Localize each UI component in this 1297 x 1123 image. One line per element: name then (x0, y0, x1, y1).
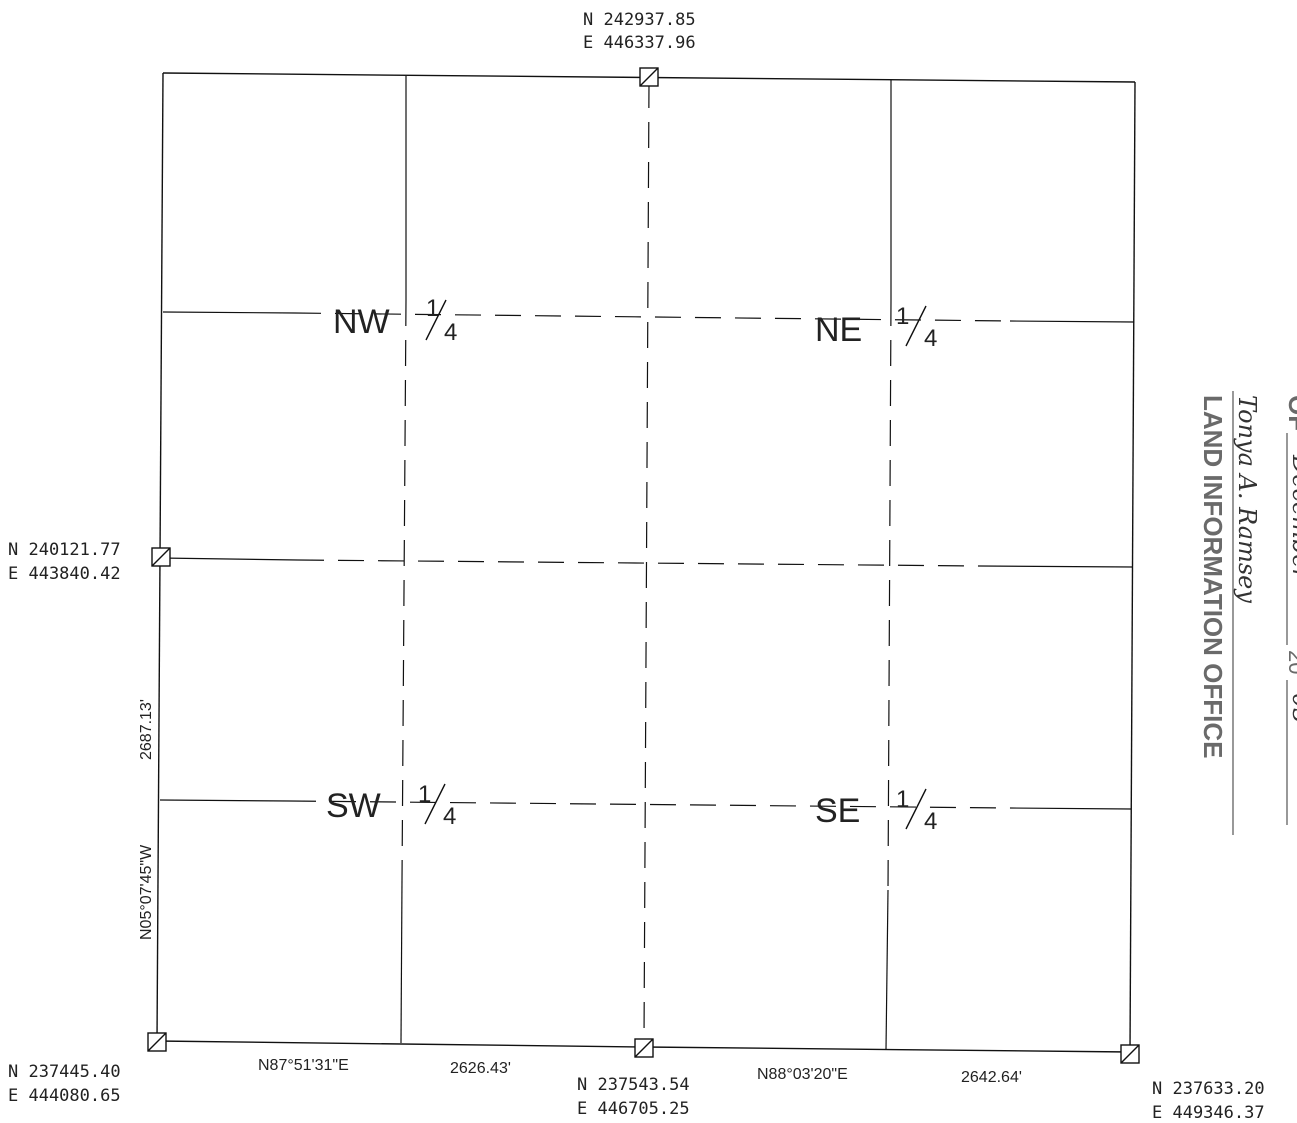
west-bearing-label: N05°07'45"W (138, 844, 155, 940)
quarter-ne-slash (905, 305, 927, 347)
quarter-se-text: SE (815, 792, 860, 830)
coord-bottom-right-east: E 449346.37 (1152, 1103, 1265, 1123)
coord-top-east: E 446337.96 (583, 33, 696, 53)
west-length-label: 2687.13' (138, 699, 155, 760)
stamp-month: December (1287, 454, 1297, 581)
mid-line-west-end (159, 557, 299, 561)
east-sixteenth-line (887, 299, 892, 891)
monument-bottom-center (634, 1038, 654, 1058)
south-sixteenth-line (289, 800, 1011, 809)
coord-left-north: N 240121.77 (8, 540, 121, 560)
dashed-centre-lines (289, 81, 1011, 1041)
quarter-quarter-lines (159, 76, 1135, 1051)
quarter-nw-text: NW (333, 303, 390, 341)
quarter-label-se: SE 1 4 (815, 786, 937, 835)
south-right-bearing-label: N88°03'20"E (757, 1066, 848, 1083)
coord-bottom-right-north: N 237633.20 (1152, 1079, 1265, 1099)
quarter-nw-slash (425, 299, 447, 341)
quarter-se-slash (905, 788, 927, 830)
coord-bottom-left-north: N 237445.40 (8, 1062, 121, 1082)
stamp-of-label: OF (1283, 395, 1297, 431)
qq-line-se-east (1009, 807, 1132, 810)
quarter-ne-numerator: 1 (896, 303, 909, 330)
quarter-nw-numerator: 1 (426, 295, 439, 322)
coord-bottom-center-east: E 446705.25 (577, 1099, 690, 1119)
south-left-length-label: 2626.43' (450, 1060, 511, 1077)
quarter-se-numerator: 1 (896, 786, 909, 813)
west-sixteenth-line (401, 299, 407, 881)
coord-top-north: N 242937.85 (583, 10, 696, 30)
south-left-bearing-label: N87°51'31"E (258, 1057, 349, 1074)
north-south-centreline (643, 81, 650, 1041)
quarter-sw-denominator: 4 (443, 803, 456, 830)
quarter-sw-text: SW (326, 787, 381, 825)
coord-bottom-center-north: N 237543.54 (577, 1075, 690, 1095)
quarter-ne-text: NE (815, 311, 862, 349)
stamp-year: 03 (1287, 693, 1297, 724)
quarter-label-nw: NW 1 4 (333, 295, 457, 346)
recording-stamp: OF December 20 03 Tonya A. Ramsey LAND I… (1198, 391, 1297, 835)
quarter-sw-numerator: 1 (418, 781, 431, 808)
quarter-nw-denominator: 4 (444, 319, 457, 346)
quarter-sw-slash (424, 783, 446, 825)
stamp-signature: Tonya A. Ramsey (1233, 395, 1261, 603)
coord-bottom-left-east: E 444080.65 (8, 1086, 121, 1106)
quarter-label-ne: NE 1 4 (815, 303, 937, 352)
quarter-ne-denominator: 4 (924, 325, 937, 352)
monument-left-mid (151, 547, 171, 567)
monuments (147, 67, 1140, 1064)
stamp-office: LAND INFORMATION OFFICE (1198, 395, 1228, 758)
qq-line-east-south (885, 889, 889, 1051)
stamp-year-prefix: 20 (1284, 650, 1297, 674)
east-west-centreline (297, 559, 981, 567)
monument-top-center (639, 67, 659, 87)
quarter-label-sw: SW 1 4 (326, 781, 456, 830)
qq-line-sw-west (159, 799, 291, 802)
south-right-length-label: 2642.64' (961, 1069, 1022, 1086)
qq-line-nw-west (162, 311, 296, 314)
coord-left-east: E 443840.42 (8, 564, 121, 584)
quarter-se-denominator: 4 (924, 808, 937, 835)
qq-line-west-south (400, 879, 403, 1044)
mid-line-east-end (979, 565, 1134, 568)
monument-bottom-left (147, 1032, 167, 1052)
monument-bottom-right (1120, 1044, 1140, 1064)
qq-line-ne-east (1009, 320, 1135, 323)
